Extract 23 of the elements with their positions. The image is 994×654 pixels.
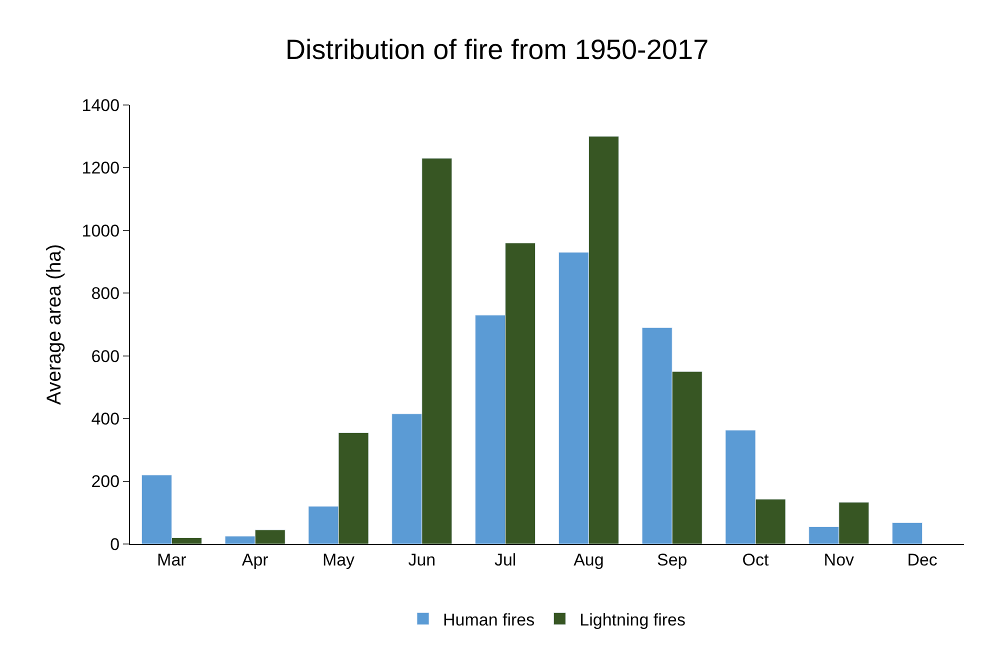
y-tick-label: 200 [91,472,120,492]
x-tick-label: Aug [574,550,604,570]
x-tick-label: Apr [242,550,269,570]
y-tick-label: 800 [91,284,120,304]
x-tick-label: Jul [494,550,516,570]
y-tick-label: 1000 [82,221,120,240]
legend-label: Human fires [443,610,535,630]
y-axis-title: Average area (ha) [43,244,66,405]
chart-title: Distribution of fire from 1950-2017 [285,34,709,65]
y-tick-label: 600 [91,346,120,366]
x-tick-label: May [322,550,356,570]
x-tick-label: Jun [408,550,436,570]
x-tick-label: Nov [824,550,855,570]
bar [892,522,923,544]
x-tick-label: Sep [656,550,688,570]
legend-label: Lightning fires [580,610,686,630]
y-tick-label: 400 [91,410,120,429]
x-tick-label: Oct [742,550,769,570]
y-tick-label: 0 [110,534,120,554]
y-tick-label: 1400 [82,96,120,115]
y-tick-label: 1200 [82,158,120,178]
x-tick-label: Dec [907,550,938,570]
x-tick-label: Mar [157,550,187,570]
